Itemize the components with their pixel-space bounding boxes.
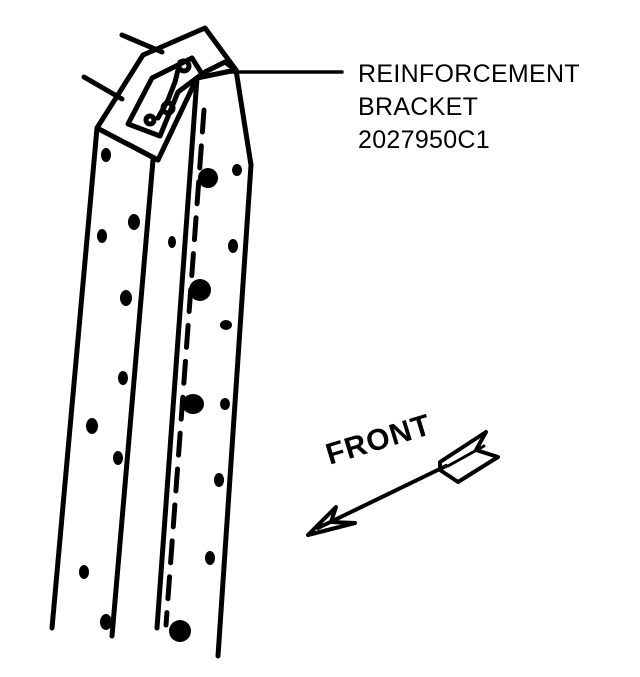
rail-hole (169, 620, 191, 642)
rail-hole (128, 214, 140, 230)
front-arrow-shaft (316, 464, 448, 530)
rail-hole (228, 239, 238, 253)
bracket-bolt (176, 58, 192, 74)
front-arrow-head (306, 505, 357, 537)
bracket-bolt (143, 113, 157, 127)
rail-hole (205, 551, 215, 565)
rail-hole (232, 164, 242, 176)
rail-hole (97, 229, 107, 243)
rail-hole (189, 279, 211, 301)
reinforcement-bracket (94, 25, 239, 163)
bracket-tab (202, 59, 239, 75)
rail-web-edge (154, 75, 200, 631)
rail-outer-left-edge (49, 125, 100, 631)
rail-hole (214, 473, 224, 487)
reinforcement-bracket-callout: REINFORCEMENT BRACKET 2027950C1 (358, 58, 580, 157)
callout-line-1: REINFORCEMENT (358, 60, 580, 88)
rail-hole (220, 320, 232, 330)
callout-part-number: 2027950C1 (358, 126, 490, 154)
rail-inner-fold-edge (109, 157, 156, 639)
rail-hole (220, 398, 230, 410)
rail-hole (100, 614, 112, 630)
callout-line-2: BRACKET (358, 93, 479, 121)
rail-hole (86, 418, 98, 434)
rail-hole (198, 168, 218, 188)
bracket-bolt (160, 100, 176, 116)
bracket-window (125, 55, 205, 139)
front-arrow-fletching-line (446, 444, 486, 468)
rail-hole (120, 290, 132, 306)
rail-hole (79, 565, 89, 579)
rail-hole (182, 394, 204, 414)
front-arrow-fletching (438, 430, 500, 484)
rail-hole (101, 148, 111, 162)
rail-hole (168, 236, 176, 248)
rail-right-edge (215, 67, 254, 659)
rail-hole (118, 371, 128, 385)
rail-hole (113, 451, 123, 465)
rail-dashed-centerline (163, 107, 207, 628)
